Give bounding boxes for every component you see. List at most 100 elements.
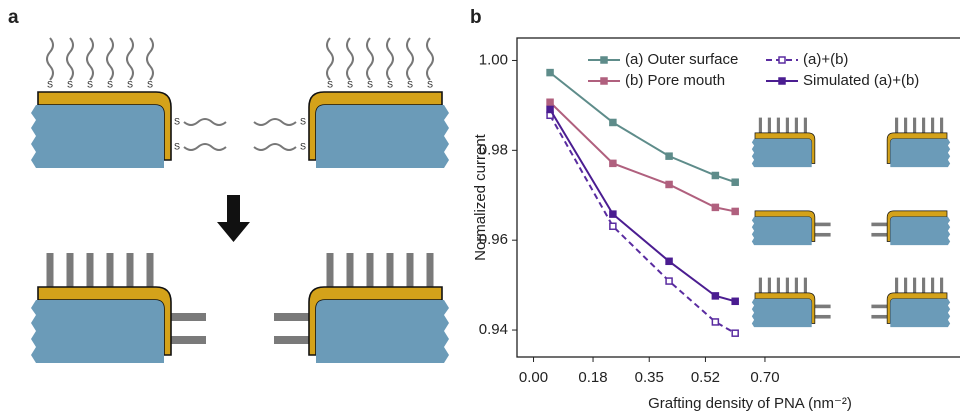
series-line bbox=[549, 114, 736, 335]
polymer-chain bbox=[426, 37, 434, 81]
pna-brush bbox=[794, 277, 798, 293]
y-tick-label: 0.96 bbox=[479, 231, 508, 248]
pna-brush bbox=[274, 313, 310, 321]
sulfur-label: S bbox=[174, 141, 180, 151]
sulfur-label: S bbox=[407, 79, 413, 89]
data-point bbox=[731, 207, 739, 216]
substrate bbox=[751, 138, 812, 168]
data-point bbox=[609, 210, 617, 218]
pna-brush bbox=[814, 222, 831, 227]
pna-brush bbox=[366, 253, 374, 287]
y-tick-label: 0.98 bbox=[479, 141, 508, 158]
pna-brush bbox=[940, 277, 944, 293]
pore bbox=[871, 210, 951, 246]
x-tick-label: 0.18 bbox=[578, 369, 607, 386]
pna-brush bbox=[346, 253, 354, 287]
pna-brush bbox=[931, 277, 935, 293]
polymer-chain bbox=[66, 37, 74, 81]
data-point bbox=[711, 292, 720, 300]
pna-brush bbox=[940, 117, 944, 133]
sulfur-label: S bbox=[174, 116, 180, 126]
pna-brush bbox=[386, 253, 394, 287]
legend-label: (a) Outer surface bbox=[625, 51, 738, 68]
sulfur-label: S bbox=[147, 79, 153, 89]
pna-brush bbox=[776, 117, 780, 133]
sulfur-label: S bbox=[300, 141, 306, 151]
plot-frame bbox=[516, 37, 960, 358]
data-point bbox=[609, 222, 617, 231]
legend-label: Simulated (a)+(b) bbox=[803, 72, 919, 89]
sulfur-label: S bbox=[87, 79, 93, 89]
sulfur-label: S bbox=[67, 79, 73, 89]
polymer-chain bbox=[326, 37, 334, 81]
substrate bbox=[316, 300, 449, 363]
substrate bbox=[751, 298, 812, 328]
pna-brush bbox=[931, 117, 935, 133]
data-point bbox=[665, 180, 673, 189]
substrate bbox=[890, 138, 951, 168]
arrow bbox=[217, 195, 250, 242]
pore bbox=[253, 37, 449, 168]
data-point bbox=[609, 159, 617, 168]
polymer-chain bbox=[146, 37, 154, 81]
data-point bbox=[665, 257, 673, 266]
data-point bbox=[711, 318, 720, 326]
x-tick-label: 0.00 bbox=[519, 369, 548, 386]
pna-brush bbox=[785, 277, 789, 293]
pna-brush bbox=[776, 277, 780, 293]
pna-brush bbox=[814, 232, 831, 237]
x-tick-label: 0.70 bbox=[750, 369, 779, 386]
data-point bbox=[731, 329, 739, 337]
pna-brush bbox=[871, 304, 888, 309]
panel-label: a bbox=[8, 7, 19, 28]
polymer-chain bbox=[386, 37, 394, 81]
data-point bbox=[665, 152, 673, 160]
data-point bbox=[546, 98, 554, 106]
data-point bbox=[546, 68, 554, 77]
panel-label: b bbox=[470, 7, 482, 28]
pore bbox=[871, 277, 951, 328]
pna-brush bbox=[794, 117, 798, 133]
data-point bbox=[609, 118, 617, 127]
pna-brush bbox=[758, 117, 762, 133]
pna-brush bbox=[803, 117, 807, 133]
y-tick-label: 0.94 bbox=[479, 321, 508, 338]
series-line bbox=[549, 71, 736, 184]
data-point bbox=[731, 297, 739, 306]
pna-brush bbox=[274, 336, 310, 344]
pna-brush bbox=[785, 117, 789, 133]
pna-brush bbox=[406, 253, 414, 287]
sulfur-label: S bbox=[300, 116, 306, 126]
chart: 0.94 0.96 0.98 1.00 0.00 0.18 0.35 0.52 0.70 Norm… bbox=[472, 37, 960, 412]
pna-brush bbox=[170, 313, 206, 321]
pore bbox=[274, 253, 449, 363]
pna-brush bbox=[871, 232, 888, 237]
polymer-chain bbox=[253, 118, 297, 126]
sulfur-label: S bbox=[127, 79, 133, 89]
legend-label: (b) Pore mouth bbox=[625, 72, 725, 89]
polymer-chain bbox=[46, 37, 54, 81]
pna-brush bbox=[913, 117, 917, 133]
pna-brush bbox=[814, 304, 831, 309]
y-tick-label: 1.00 bbox=[479, 51, 508, 68]
polymer-chain bbox=[183, 118, 227, 126]
polymer-chain bbox=[183, 143, 227, 151]
pna-brush bbox=[86, 253, 94, 287]
pore bbox=[31, 253, 206, 363]
legend-marker bbox=[778, 56, 786, 64]
pna-brush bbox=[922, 117, 926, 133]
pna-brush bbox=[758, 277, 762, 293]
polymer-chain bbox=[86, 37, 94, 81]
pna-brush bbox=[922, 277, 926, 293]
pore bbox=[31, 37, 227, 168]
pna-brush bbox=[170, 336, 206, 344]
polymer-chain bbox=[406, 37, 414, 81]
legend-marker bbox=[600, 56, 608, 64]
polymer-chain bbox=[346, 37, 354, 81]
substrate bbox=[890, 298, 951, 328]
pna-brush bbox=[106, 253, 114, 287]
sulfur-label: S bbox=[387, 79, 393, 89]
substrate bbox=[31, 105, 164, 168]
legend-label: (a)+(b) bbox=[803, 51, 848, 68]
